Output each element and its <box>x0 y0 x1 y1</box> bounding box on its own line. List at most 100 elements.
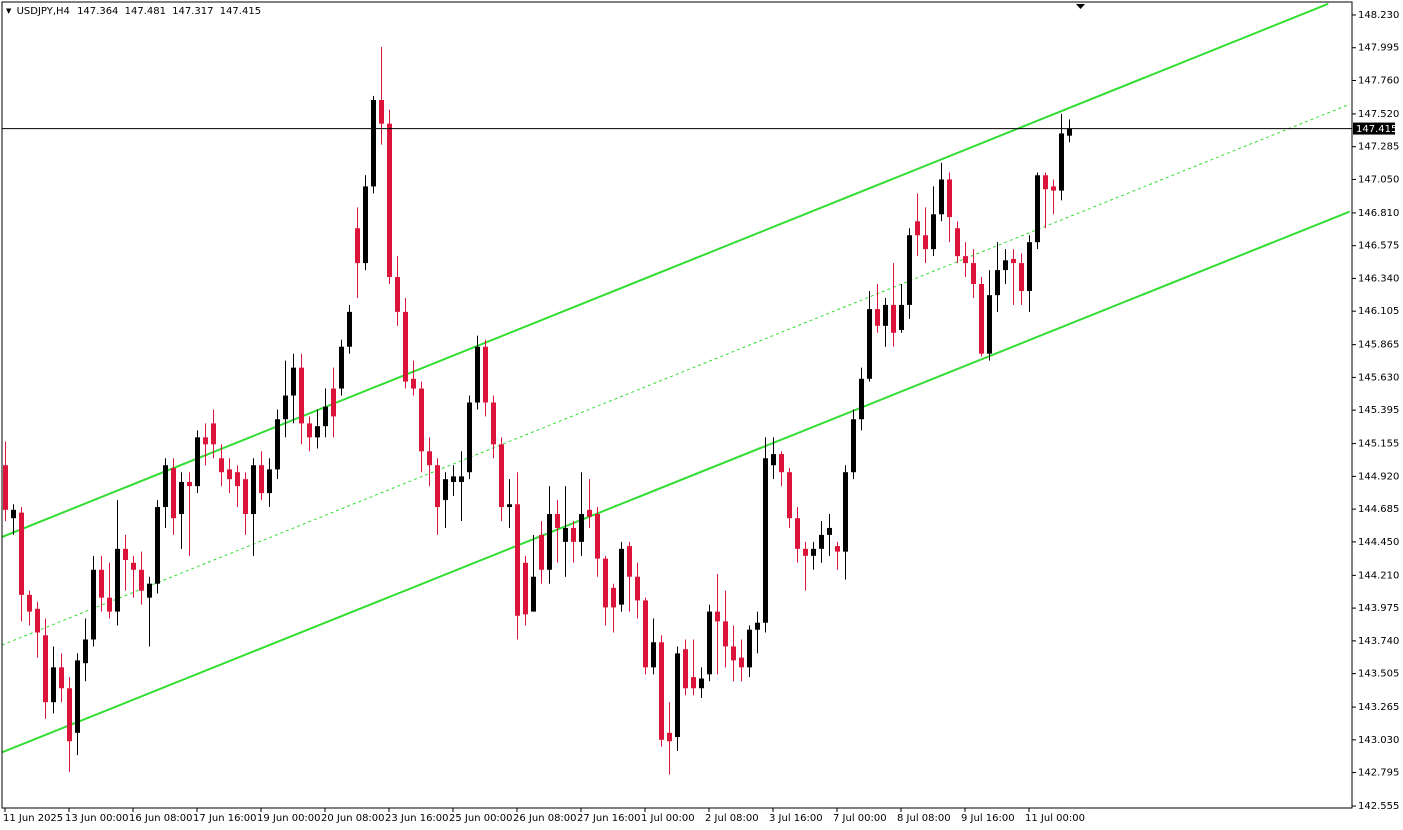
x-tick-label: 3 Jul 16:00 <box>769 813 823 824</box>
candle-body <box>419 388 424 452</box>
candle-body <box>1027 242 1032 291</box>
candle-body <box>475 346 480 403</box>
candle-body <box>347 311 352 347</box>
candle-body <box>323 406 328 427</box>
candle-body <box>979 284 984 354</box>
candle-body <box>155 507 160 584</box>
candle-body <box>171 468 176 519</box>
plot-border <box>1 1 1353 809</box>
candle-body <box>867 309 872 379</box>
candle-body <box>435 465 440 508</box>
candle-body <box>971 263 976 285</box>
candle-body <box>1051 186 1056 191</box>
candle-body <box>723 621 728 647</box>
candle-body <box>67 688 72 742</box>
y-tick-label: 143.030 <box>1358 735 1399 746</box>
candle-body <box>1035 175 1040 243</box>
candle-body <box>587 509 592 517</box>
x-tick-label: 25 Jun 00:00 <box>449 813 513 824</box>
candle-body <box>83 639 88 664</box>
candle-body <box>507 504 512 508</box>
candle-body <box>923 235 928 250</box>
candle-body <box>859 378 864 420</box>
candle-body <box>467 402 472 473</box>
candle-body <box>803 548 808 556</box>
y-tick-label: 146.105 <box>1358 306 1399 317</box>
y-tick-label: 147.995 <box>1358 43 1399 54</box>
candle-body <box>787 472 792 519</box>
candle-body <box>747 629 752 668</box>
candle-body <box>731 646 736 661</box>
candle-body <box>179 481 184 515</box>
candle-body <box>51 667 56 703</box>
candle-body <box>883 304 888 326</box>
candle-body <box>843 472 848 552</box>
candle-body <box>91 569 96 640</box>
candle-body <box>1059 133 1064 191</box>
y-tick-label: 143.505 <box>1358 669 1399 680</box>
candle-body <box>115 548 120 612</box>
candle-body <box>1019 263 1024 291</box>
candle-body <box>59 667 64 689</box>
candle-body <box>955 228 960 257</box>
candle-body <box>987 295 992 354</box>
candle-body <box>371 99 376 187</box>
candle-body <box>203 437 208 445</box>
candle-body <box>315 426 320 438</box>
current-price-box <box>1353 122 1395 135</box>
channel-line <box>2 210 1351 754</box>
x-tick-label: 19 Jun 00:00 <box>257 813 321 824</box>
x-tick-label: 8 Jul 08:00 <box>897 813 951 824</box>
candle-body <box>771 454 776 466</box>
candle-body <box>331 388 336 417</box>
candle-body <box>891 304 896 333</box>
y-tick-label: 142.795 <box>1358 768 1399 779</box>
candle-body <box>531 576 536 612</box>
y-tick-label: 144.210 <box>1358 570 1399 581</box>
candle-body <box>395 277 400 312</box>
x-tick-label: 1 Jul 00:00 <box>641 813 695 824</box>
candle-body <box>139 569 144 591</box>
y-tick-label: 143.265 <box>1358 702 1399 713</box>
y-tick-label: 145.865 <box>1358 340 1399 351</box>
candle-body <box>539 534 544 570</box>
chart-header: ▼ USDJPY,H4 147.364 147.481 147.317 147.… <box>6 6 261 17</box>
candle-body <box>995 270 1000 296</box>
candle-body <box>627 546 632 577</box>
y-tick-label: 147.285 <box>1358 142 1399 153</box>
high-value: 147.481 <box>125 6 166 17</box>
x-tick-label: 20 Jun 08:00 <box>321 813 385 824</box>
candle-body <box>611 587 616 608</box>
y-tick-label: 147.520 <box>1358 109 1399 120</box>
candle-body <box>939 179 944 215</box>
y-tick-label: 145.395 <box>1358 405 1399 416</box>
candle-body <box>211 423 216 445</box>
symbol: USDJPY,H4 <box>17 6 70 17</box>
x-tick-label: 16 Jun 08:00 <box>129 813 193 824</box>
x-tick-label: 27 Jun 16:00 <box>577 813 641 824</box>
current-price-label: 147.415 <box>1356 124 1397 135</box>
candle-body <box>403 311 408 382</box>
candle-body <box>667 732 672 742</box>
candle-body <box>275 419 280 470</box>
candle-body <box>571 527 576 542</box>
candle-body <box>251 465 256 515</box>
candle-body <box>307 423 312 438</box>
shift-marker <box>1076 4 1085 9</box>
channel-line <box>2 2 1329 538</box>
x-tick-label: 2 Jul 08:00 <box>705 813 759 824</box>
candle-body <box>555 514 560 528</box>
x-tick-label: 23 Jun 16:00 <box>385 813 449 824</box>
candle-body <box>291 367 296 396</box>
x-tick-label: 11 Jul 00:00 <box>1025 813 1085 824</box>
candle-body <box>779 454 784 473</box>
candle-body <box>235 472 240 487</box>
candle-body <box>339 346 344 389</box>
candle-body <box>931 214 936 250</box>
y-tick-label: 144.685 <box>1358 504 1399 515</box>
candle-body <box>107 597 112 612</box>
candle-body <box>619 548 624 605</box>
candle-body <box>123 548 128 561</box>
candle-body <box>947 179 952 218</box>
